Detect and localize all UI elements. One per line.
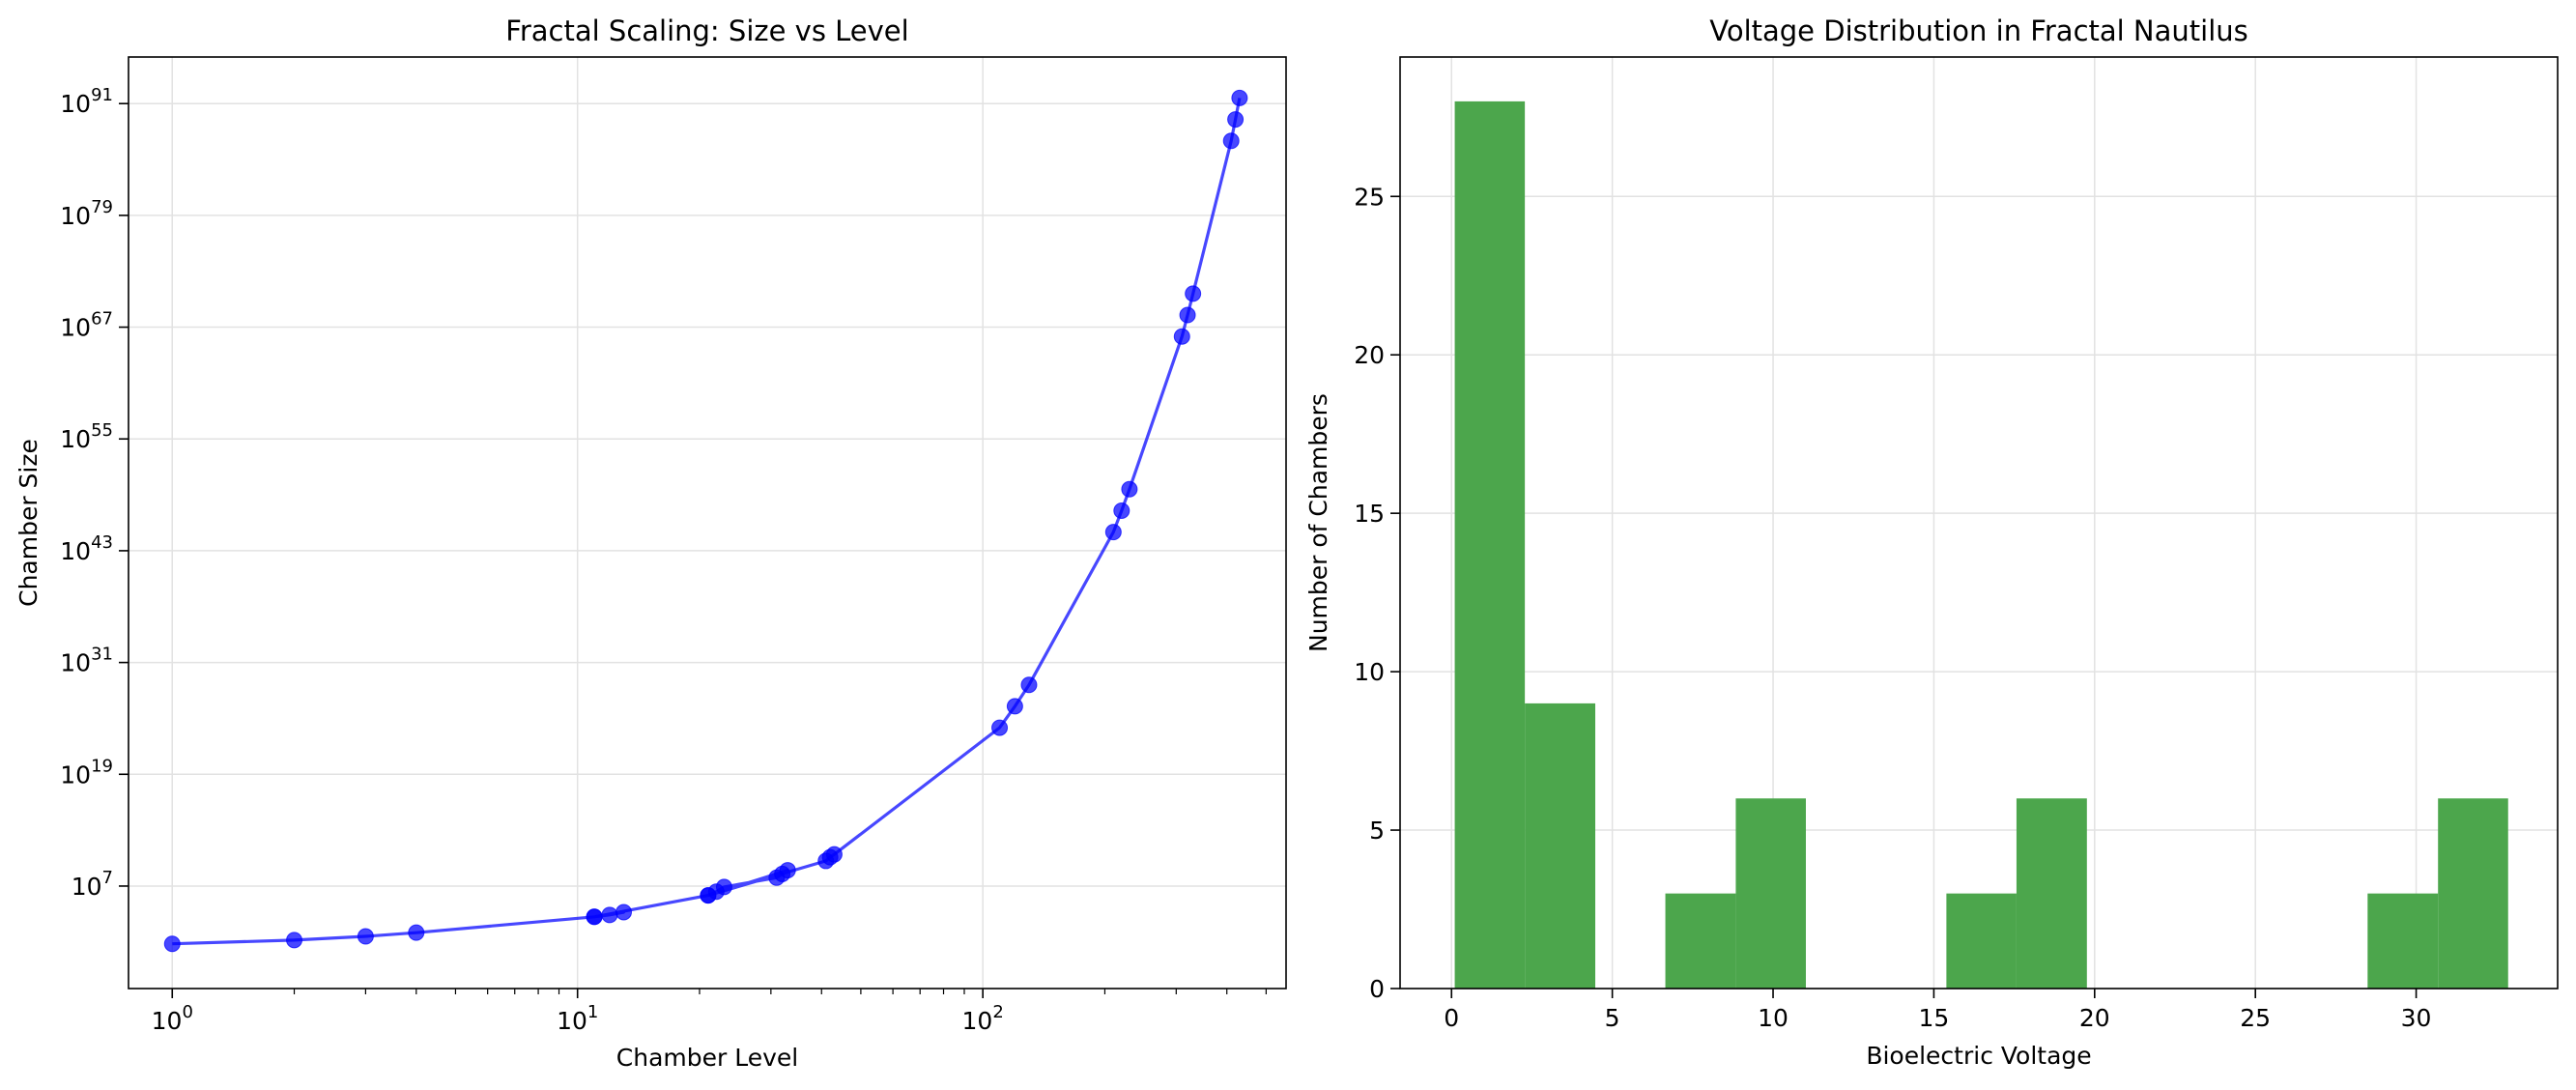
- left-y-tick-base: 10: [60, 425, 91, 453]
- right-y-tick-label: 20: [1354, 341, 1385, 369]
- right-x-axis-label: Bioelectric Voltage: [1866, 1042, 2091, 1070]
- left-y-tick-label: 1043: [60, 532, 113, 565]
- left-series-point: [408, 924, 425, 941]
- histogram-bar: [1735, 798, 1806, 989]
- left-y-tick-label: 1019: [60, 756, 113, 789]
- right-y-tick-label: 5: [1369, 817, 1385, 845]
- left-series-point: [1231, 89, 1248, 106]
- left-y-tick-exponent: 55: [91, 420, 113, 441]
- right-y-tick-label: 0: [1369, 975, 1385, 1003]
- right-y-tick-label: 15: [1354, 500, 1385, 528]
- left-chart-scaling: Fractal Scaling: Size vs Level 100 101 102…: [14, 14, 1287, 1072]
- left-y-tick-label: 1055: [60, 420, 113, 453]
- right-y-tick-label: 10: [1354, 658, 1385, 686]
- left-y-tick-exponent: 19: [91, 756, 113, 776]
- left-y-axis-label: Chamber Size: [14, 439, 43, 607]
- histogram-bar: [2438, 798, 2508, 989]
- histogram-bar: [1946, 893, 2017, 989]
- left-series-point: [286, 932, 303, 949]
- right-x-tick-label: 25: [2240, 1004, 2271, 1032]
- left-x-tick-exponent: 1: [587, 1002, 598, 1022]
- left-x-tick-exponent: 2: [992, 1002, 1003, 1022]
- right-x-tick-label: 20: [2079, 1004, 2110, 1032]
- right-x-tick-label: 5: [1605, 1004, 1620, 1032]
- left-series-point: [825, 846, 843, 863]
- right-x-tick-label: 10: [1758, 1004, 1789, 1032]
- left-x-tick-label: 102: [962, 1002, 1004, 1035]
- left-y-tick-label: 1091: [60, 85, 113, 118]
- left-y-tick-label: 1067: [60, 309, 113, 342]
- left-series-point: [1006, 698, 1023, 715]
- left-series-point: [1113, 502, 1131, 519]
- left-series-point: [586, 908, 603, 926]
- right-ticks: 0 5 10 15 20 25 30 0 5 10 15 20 25: [1354, 183, 2431, 1032]
- left-series: [163, 89, 1248, 953]
- left-series-point: [700, 887, 717, 904]
- right-chart-title: Voltage Distribution in Fractal Nautilus: [1709, 14, 2248, 47]
- left-x-tick-label: 100: [152, 1002, 193, 1035]
- right-bars: [1454, 100, 2508, 989]
- left-y-tick-label: 107: [72, 868, 113, 901]
- left-series-point: [1020, 676, 1038, 694]
- left-x-tick-exponent: 0: [182, 1002, 192, 1022]
- left-series-point: [1104, 524, 1122, 541]
- left-x-tick-base: 10: [152, 1007, 183, 1035]
- left-y-tick-exponent: 91: [91, 85, 113, 105]
- left-series-point: [163, 935, 181, 953]
- left-chart-title: Fractal Scaling: Size vs Level: [505, 14, 908, 47]
- histogram-bar: [2367, 893, 2439, 989]
- histogram-bar: [1665, 893, 1736, 989]
- right-x-tick-label: 15: [1919, 1004, 1950, 1032]
- left-y-tick-label: 1031: [60, 645, 113, 677]
- left-y-tick-exponent: 67: [91, 309, 113, 330]
- left-y-tick-exponent: 7: [102, 868, 113, 888]
- left-series-point: [779, 862, 796, 879]
- left-y-tick-base: 10: [60, 90, 91, 118]
- right-y-tick-label: 25: [1354, 183, 1385, 211]
- left-series-point: [1185, 285, 1202, 302]
- histogram-bar: [2016, 798, 2087, 989]
- right-x-tick-label: 0: [1444, 1004, 1459, 1032]
- left-y-tick-base: 10: [60, 537, 91, 565]
- left-x-tick-label: 101: [557, 1002, 598, 1035]
- left-y-tick-base: 10: [60, 314, 91, 342]
- left-grid: [129, 57, 1286, 989]
- histogram-bar: [1525, 703, 1595, 989]
- left-plot-frame: [128, 56, 1287, 990]
- left-y-tick-exponent: 31: [91, 645, 113, 665]
- left-y-tick-base: 10: [60, 649, 91, 677]
- left-series-point: [615, 904, 633, 921]
- left-series-point: [357, 928, 374, 945]
- left-x-tick-base: 10: [962, 1007, 993, 1035]
- left-series-point: [1227, 111, 1245, 129]
- left-y-tick-base: 10: [60, 760, 91, 789]
- left-y-tick-base: 10: [60, 202, 91, 230]
- left-x-tick-base: 10: [557, 1007, 587, 1035]
- left-y-tick-label: 1079: [60, 197, 113, 230]
- left-series-point: [1173, 328, 1190, 345]
- left-series-point: [715, 878, 732, 896]
- left-y-tick-exponent: 43: [91, 532, 113, 553]
- left-series-point: [1179, 306, 1196, 324]
- left-series-point: [601, 906, 618, 924]
- left-series-point: [1121, 480, 1138, 498]
- histogram-bar: [1454, 100, 1526, 989]
- right-x-tick-label: 30: [2401, 1004, 2432, 1032]
- left-x-axis-label: Chamber Level: [616, 1044, 798, 1072]
- right-plot-frame: [1399, 56, 2559, 990]
- right-y-axis-label: Number of Chambers: [1304, 393, 1332, 652]
- left-y-tick-base: 10: [72, 873, 102, 901]
- left-series-point: [991, 719, 1009, 736]
- left-y-tick-exponent: 79: [91, 197, 113, 217]
- right-chart-voltage: Voltage Distribution in Fractal Nautilus…: [1304, 14, 2559, 1070]
- left-series-point: [1222, 132, 1240, 150]
